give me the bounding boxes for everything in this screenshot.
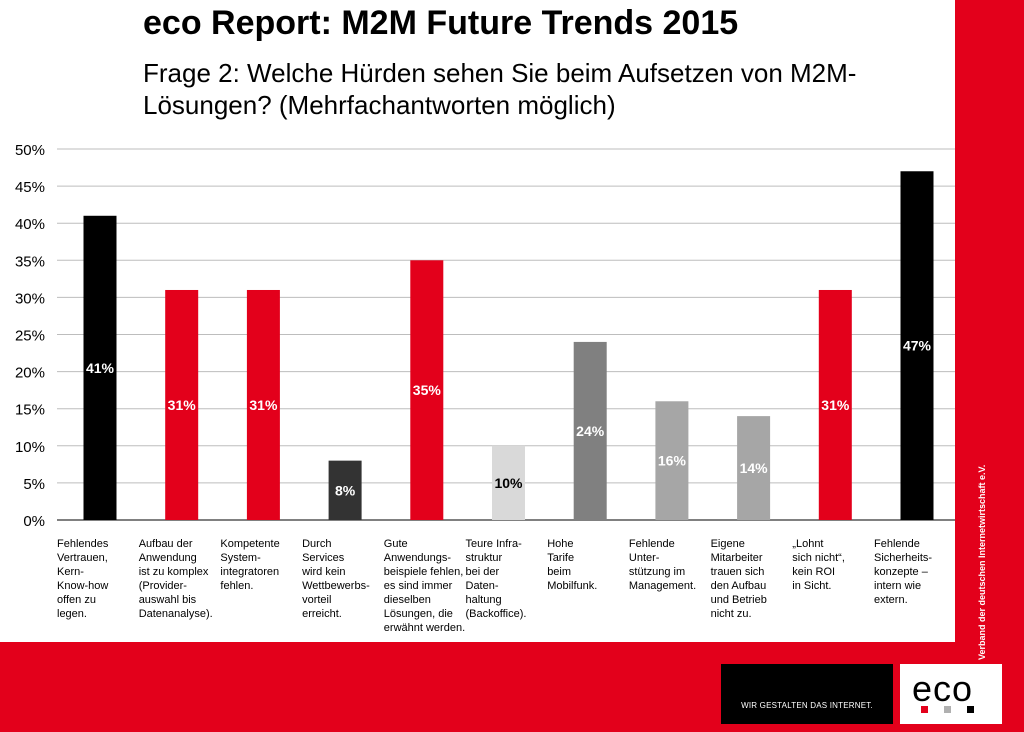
category-label: Hohe Tarife beim Mobilfunk. (547, 538, 598, 592)
bar (410, 260, 444, 520)
category-label: Eigene Mitarbeiter trauen sich den Aufba… (710, 538, 767, 620)
bar (737, 416, 771, 520)
category-label: Teure Infra- struktur bei der Daten- hal… (465, 538, 527, 620)
bar (573, 341, 607, 520)
bar-data-label: 35% (413, 382, 442, 398)
bar-data-label: 47% (903, 338, 932, 354)
slogan-text: WIR GESTALTEN DAS INTERNET. (741, 701, 873, 710)
y-tick-label: 20% (15, 365, 45, 382)
slogan-box: WIR GESTALTEN DAS INTERNET. (721, 664, 893, 724)
page-title: eco Report: M2M Future Trends 2015 (143, 4, 739, 42)
category-label: Fehlendes Vertrauen, Kern- Know-how offe… (57, 538, 109, 620)
y-tick-label: 40% (15, 216, 45, 233)
association-vertical-text: Verband der deutschen Internetwirtschaft… (977, 464, 987, 660)
bar (83, 215, 117, 520)
y-tick-label: 10% (15, 439, 45, 456)
y-tick-label: 50% (15, 142, 45, 159)
bar-data-label: 24% (576, 423, 605, 439)
bar-data-label: 31% (821, 397, 850, 413)
y-tick-label: 35% (15, 253, 45, 270)
category-label: „Lohnt sich nicht“, kein ROI in Sicht. (792, 538, 845, 592)
y-tick-label: 30% (15, 290, 45, 307)
bar (655, 401, 689, 520)
bar (328, 460, 362, 520)
bar (900, 171, 934, 520)
question-subtitle: Frage 2: Welche Hürden sehen Sie beim Au… (143, 58, 857, 120)
y-tick-label: 15% (15, 402, 45, 419)
category-label: Fehlende Unter- stützung im Management. (628, 538, 697, 592)
bar-data-label: 14% (740, 460, 769, 476)
bar-data-label: 16% (658, 453, 687, 469)
category-label: Aufbau der Anwendung ist zu komplex (Pro… (138, 538, 213, 620)
eco-logo: eco (900, 664, 1002, 724)
logo-dot-red (921, 706, 928, 713)
bar (246, 289, 280, 520)
y-tick-label: 5% (23, 476, 45, 493)
y-tick-label: 45% (15, 179, 45, 196)
right-brand-band (955, 0, 1024, 732)
y-tick-label: 0% (23, 513, 45, 530)
category-label: Kompetente System- integratoren fehlen. (220, 538, 280, 592)
logo-dot-black (967, 706, 974, 713)
category-label: Durch Services wird kein Wettbewerbs- vo… (302, 538, 370, 620)
bar-data-label: 41% (86, 360, 115, 376)
bar-data-label: 31% (249, 397, 278, 413)
bar-data-label: 8% (335, 482, 356, 498)
category-label: Fehlende Sicherheits- konzepte – intern … (874, 538, 933, 606)
bar (818, 289, 852, 520)
bar-data-label: 10% (494, 475, 523, 491)
bar (492, 445, 525, 520)
logo-text: eco (912, 668, 974, 709)
bar-data-label: 31% (168, 397, 197, 413)
bar-chart: 0% 5% 10% 15% 20% 25% 30% 35% 40% 45% 50% 41% 31% 31%… (15, 142, 955, 530)
bar (165, 289, 199, 520)
y-tick-label: 25% (15, 328, 45, 345)
category-label: Gute Anwendungs- beispiele fehlen, es si… (383, 538, 466, 634)
logo-dot-gray (944, 706, 951, 713)
